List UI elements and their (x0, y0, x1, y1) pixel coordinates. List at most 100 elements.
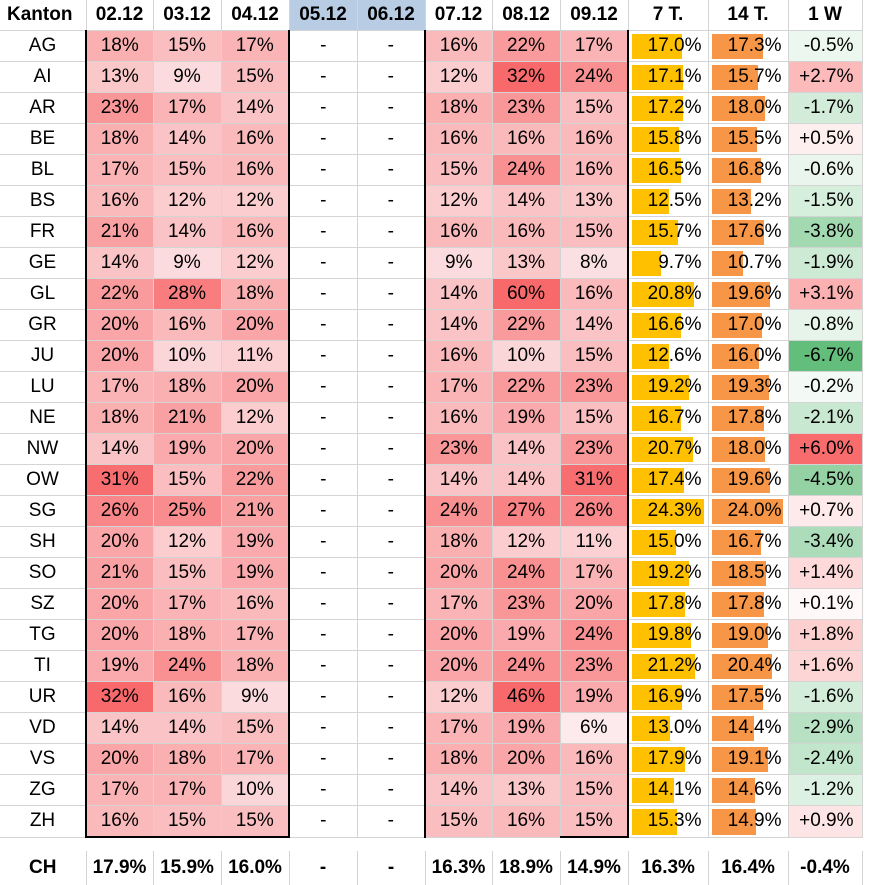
avg-7-days-cell[interactable]: 16.9% (627, 681, 709, 713)
day-value-cell[interactable]: 16% (424, 216, 493, 248)
avg-7-days-cell[interactable]: 16.5% (627, 154, 709, 186)
avg-7-days-total[interactable]: 16.3% (628, 851, 709, 885)
day-value-cell[interactable]: 18% (221, 650, 290, 682)
avg-7-days-cell[interactable]: 13.0% (627, 712, 709, 744)
day-value-cell[interactable]: 14.9% (560, 851, 629, 885)
empty-day-cell[interactable]: - (289, 278, 358, 310)
day-value-cell[interactable]: 31% (85, 464, 154, 496)
empty-day-cell[interactable]: - (357, 216, 426, 248)
avg-14-days-cell[interactable]: 17.6% (708, 216, 789, 248)
day-value-cell[interactable]: 24% (560, 619, 629, 651)
day-value-cell[interactable]: 20% (221, 433, 290, 465)
day-value-cell[interactable]: 22% (492, 371, 561, 403)
avg-7-days-cell[interactable]: 15.3% (627, 805, 709, 838)
day-value-cell[interactable]: 19% (153, 433, 222, 465)
avg-14-days-cell[interactable]: 18.0% (708, 92, 789, 124)
avg-7-days-cell[interactable]: 12.5% (627, 185, 709, 217)
week-delta-cell[interactable]: +1.6% (788, 650, 863, 682)
day-value-cell[interactable]: 18% (85, 30, 154, 62)
day-value-cell[interactable]: 18% (153, 371, 222, 403)
avg-7-days-cell[interactable]: 17.1% (627, 61, 709, 93)
canton-cell[interactable]: GL (0, 278, 87, 310)
day-value-cell[interactable]: 20% (424, 557, 493, 589)
day-value-cell[interactable]: 16% (221, 154, 290, 186)
canton-cell[interactable]: VS (0, 743, 87, 775)
empty-day-cell[interactable]: - (289, 216, 358, 248)
day-value-cell[interactable]: 16% (492, 123, 561, 155)
avg-7-days-cell[interactable]: 14.1% (627, 774, 709, 806)
day-value-cell[interactable]: 17% (153, 588, 222, 620)
day-value-cell[interactable]: 18% (85, 123, 154, 155)
day-value-cell[interactable]: 27% (492, 495, 561, 527)
empty-day-cell[interactable]: - (357, 681, 426, 713)
day-value-cell[interactable]: 16% (424, 30, 493, 62)
avg-14-days-cell[interactable]: 14.9% (708, 805, 789, 838)
avg-7-days-cell[interactable]: 17.9% (627, 743, 709, 775)
empty-day-cell[interactable]: - (289, 495, 358, 527)
avg-7-days-cell[interactable]: 17.4% (627, 464, 709, 496)
canton-cell[interactable]: AI (0, 61, 87, 93)
day-value-cell[interactable]: 19% (221, 526, 290, 558)
day-value-cell[interactable]: 18% (153, 619, 222, 651)
day-value-cell[interactable]: 21% (85, 557, 154, 589)
canton-cell[interactable]: FR (0, 216, 87, 248)
day-value-cell[interactable]: 15% (221, 712, 290, 744)
avg-14-days-cell[interactable]: 18.0% (708, 433, 789, 465)
canton-cell[interactable]: OW (0, 464, 87, 496)
day-value-cell[interactable]: 11% (560, 526, 629, 558)
day-value-cell[interactable]: 14% (153, 712, 222, 744)
day-value-cell[interactable]: 6% (560, 712, 629, 744)
avg-7-days-cell[interactable]: 24.3% (627, 495, 709, 527)
day-value-cell[interactable]: 19% (85, 650, 154, 682)
avg-7-days-cell[interactable]: 20.7% (627, 433, 709, 465)
avg-14-days-cell[interactable]: 16.0% (708, 340, 789, 372)
day-value-cell[interactable]: 13% (560, 185, 629, 217)
day-value-cell[interactable]: 16% (560, 123, 629, 155)
empty-day-cell[interactable]: - (357, 650, 426, 682)
empty-day-cell[interactable]: - (357, 185, 426, 217)
day-value-cell[interactable]: 17% (424, 371, 493, 403)
week-delta-cell[interactable]: +0.5% (788, 123, 863, 155)
day-value-cell[interactable]: 18% (424, 526, 493, 558)
day-value-cell[interactable]: 14% (85, 247, 154, 279)
empty-day-cell[interactable]: - (289, 557, 358, 589)
day-value-cell[interactable]: 18.9% (492, 851, 561, 885)
empty-day-cell[interactable]: - (289, 681, 358, 713)
avg-14-days-cell[interactable]: 19.1% (708, 743, 789, 775)
empty-day-cell[interactable]: - (357, 154, 426, 186)
day-value-cell[interactable]: 14% (153, 123, 222, 155)
week-delta-cell[interactable]: -0.8% (788, 309, 863, 341)
day-value-cell[interactable]: 13% (492, 247, 561, 279)
week-delta-cell[interactable]: +1.8% (788, 619, 863, 651)
day-value-cell[interactable]: 18% (424, 92, 493, 124)
avg-14-days-cell[interactable]: 17.5% (708, 681, 789, 713)
week-delta-cell[interactable]: -1.6% (788, 681, 863, 713)
canton-cell[interactable]: SZ (0, 588, 87, 620)
day-value-cell[interactable]: 25% (153, 495, 222, 527)
column-header-8[interactable]: 09.12 (560, 0, 629, 31)
day-value-cell[interactable]: 24% (424, 495, 493, 527)
avg-7-days-cell[interactable]: 21.2% (627, 650, 709, 682)
day-value-cell[interactable]: 17% (424, 712, 493, 744)
day-value-cell[interactable]: 15% (221, 61, 290, 93)
day-value-cell[interactable]: 17% (153, 92, 222, 124)
day-value-cell[interactable]: 15% (560, 805, 629, 838)
day-value-cell[interactable]: 17% (560, 30, 629, 62)
avg-7-days-cell[interactable]: 15.7% (627, 216, 709, 248)
day-value-cell[interactable]: 20% (221, 371, 290, 403)
canton-cell[interactable]: NW (0, 433, 87, 465)
week-delta-cell[interactable]: -0.6% (788, 154, 863, 186)
day-value-cell[interactable]: 18% (153, 743, 222, 775)
day-value-cell[interactable]: 24% (153, 650, 222, 682)
empty-day-cell[interactable]: - (357, 61, 426, 93)
day-value-cell[interactable]: 13% (492, 774, 561, 806)
avg-14-days-cell[interactable]: 20.4% (708, 650, 789, 682)
day-value-cell[interactable]: 26% (560, 495, 629, 527)
day-value-cell[interactable]: 22% (492, 309, 561, 341)
canton-cell[interactable]: VD (0, 712, 87, 744)
day-value-cell[interactable]: 17% (153, 774, 222, 806)
day-value-cell[interactable]: 16% (85, 805, 154, 838)
avg-7-days-cell[interactable]: 17.8% (627, 588, 709, 620)
day-value-cell[interactable]: 32% (492, 61, 561, 93)
day-value-cell[interactable]: 21% (153, 402, 222, 434)
